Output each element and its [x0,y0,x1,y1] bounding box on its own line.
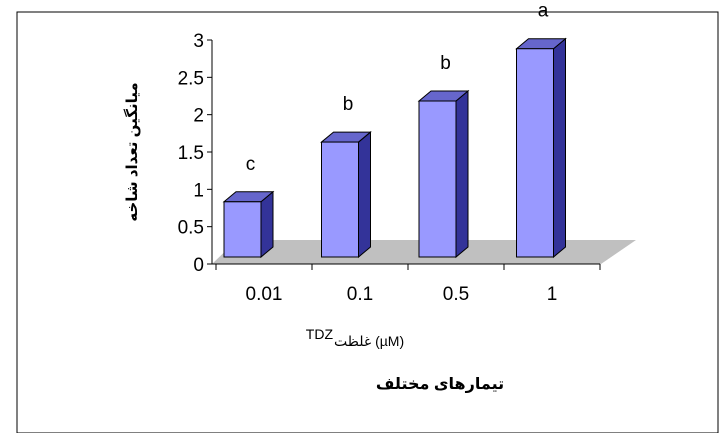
bars [222,37,567,259]
y-axis-label: میانگین تعداد شاخه [123,82,141,221]
y-tick-label: 0 [193,255,204,276]
y-tick-label: 2.5 [178,68,204,89]
y-tick-label: 2 [193,106,204,127]
footer-label: تیمارهای مختلف [376,376,504,393]
x-tick-label: 0.01 [246,284,283,305]
y-tick-label: 1.5 [178,143,204,164]
y-tick-label: 0.5 [178,218,204,239]
bar-front [321,141,359,258]
x-axis-label-suffix: TDZ [306,326,334,342]
x-tick-label: 0.1 [347,284,373,305]
bar [222,190,275,259]
bar [320,130,372,259]
y-tick-label: 1 [193,180,204,201]
x-axis: 0.01 0.1 0.5 1 [212,263,601,305]
x-axis-label: غلظت (µM) [334,333,404,349]
x-tick-label: 0.5 [443,284,469,305]
significance-letter: c [246,154,256,175]
bar [417,89,470,259]
significance-letters: c b b a [246,1,549,175]
y-tick-label: 3 [193,31,204,52]
bar [515,37,567,259]
bar-front [418,100,457,258]
significance-letter: b [440,53,451,74]
bar-side [358,130,371,259]
bar-front [516,48,554,258]
x-tick-label: 1 [547,284,558,305]
bar-side [455,89,469,259]
bar-side [553,37,566,259]
bar-front [223,201,262,258]
significance-letter: a [538,1,549,22]
significance-letter: b [343,94,354,115]
y-axis: 0 0.5 1 1.5 2 2.5 3 [178,31,213,276]
bar-side [260,190,274,259]
